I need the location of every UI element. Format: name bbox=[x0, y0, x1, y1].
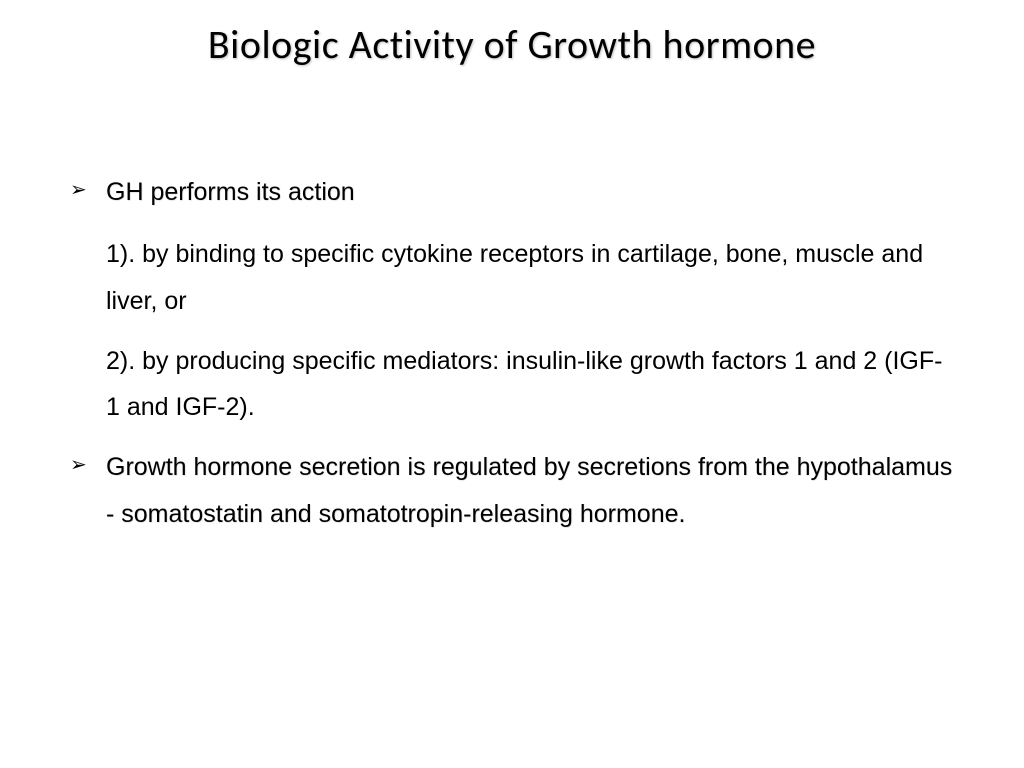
content-area: ➢ GH performs its action 1). by binding … bbox=[70, 169, 954, 537]
slide-title: Biologic Activity of Growth hormone bbox=[70, 20, 954, 69]
bullet-marker-icon: ➢ bbox=[70, 169, 106, 209]
bullet-text: GH performs its action bbox=[106, 169, 355, 215]
sub-item: 1). by binding to specific cytokine rece… bbox=[70, 231, 954, 324]
bullet-text: Growth hormone secretion is regulated by… bbox=[106, 444, 954, 537]
sub-item: 2). by producing specific mediators: ins… bbox=[70, 338, 954, 431]
bullet-marker-icon: ➢ bbox=[70, 444, 106, 484]
bullet-item: ➢ Growth hormone secretion is regulated … bbox=[70, 444, 954, 537]
bullet-item: ➢ GH performs its action bbox=[70, 169, 954, 215]
